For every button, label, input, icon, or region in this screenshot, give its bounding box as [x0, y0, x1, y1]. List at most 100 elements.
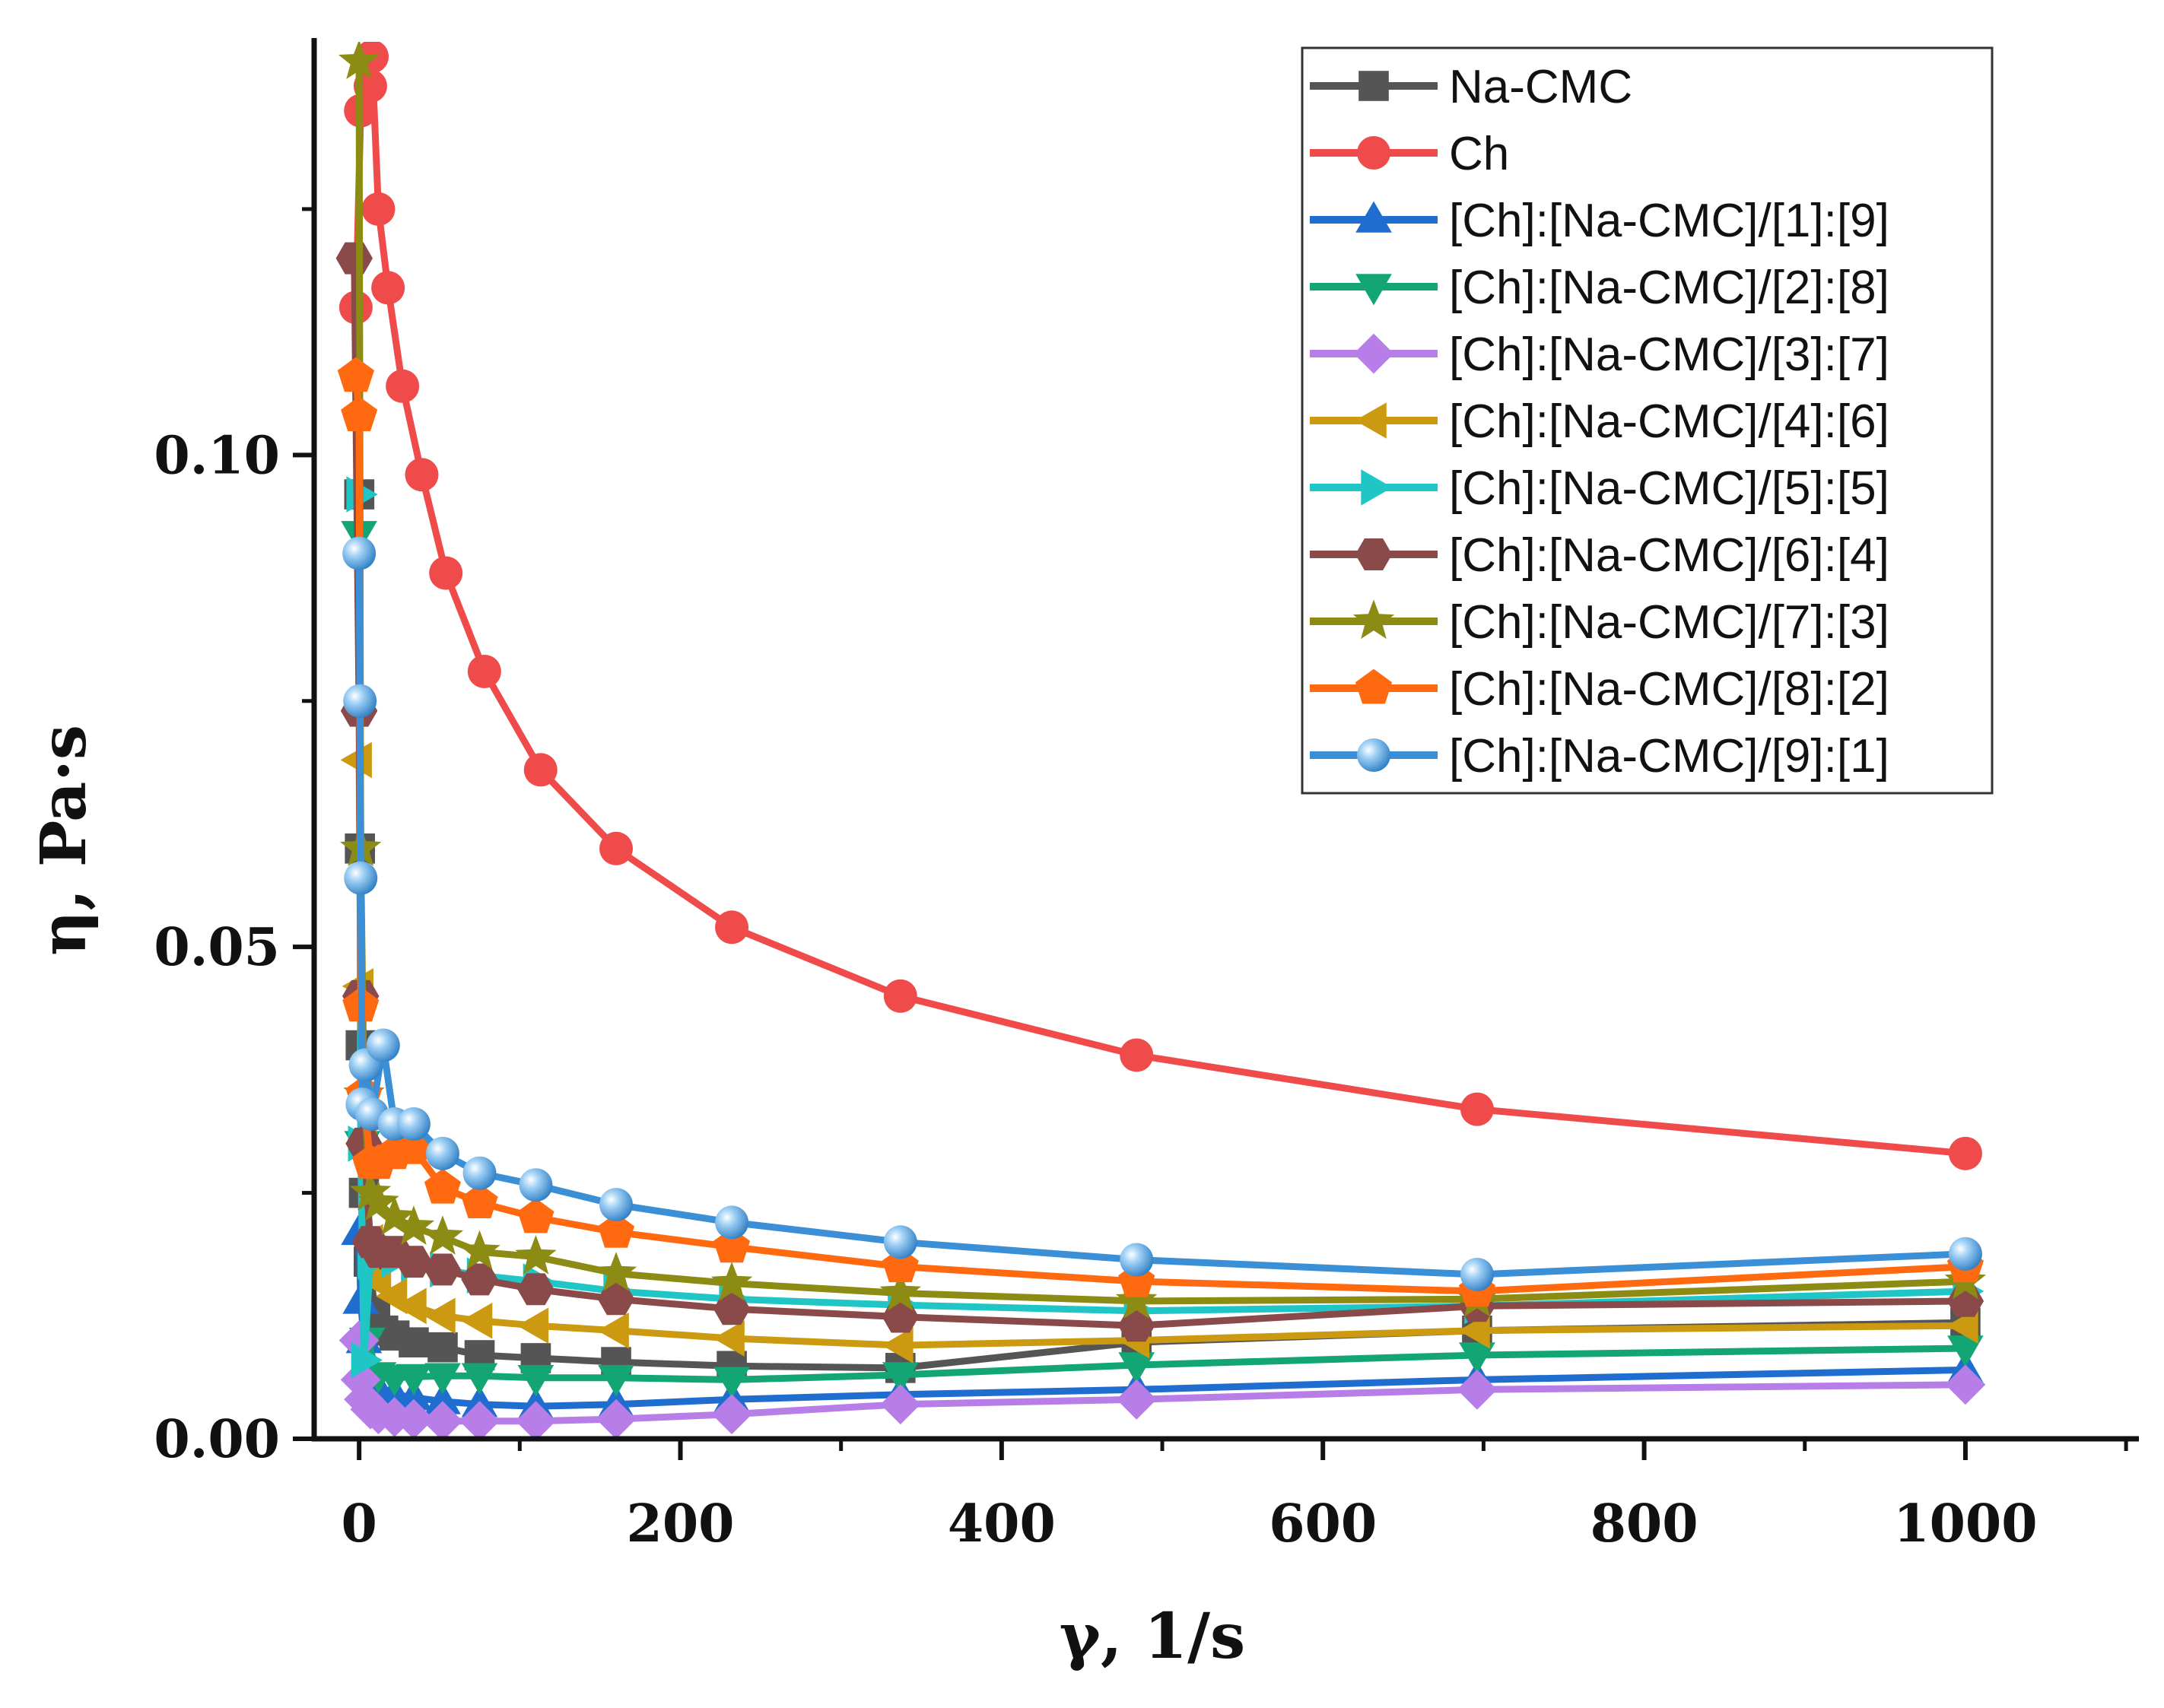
legend-label: [Ch]:[Na-CMC]/[3]:[7]: [1449, 329, 1889, 381]
data-point: [335, 242, 373, 275]
data-point: [405, 458, 439, 492]
data-point: [395, 1246, 433, 1278]
data-point: [715, 1205, 749, 1240]
y-tick-label: 0.10: [154, 425, 280, 486]
data-point: [597, 1312, 629, 1349]
legend-marker: [1355, 402, 1387, 439]
data-point: [711, 1394, 752, 1435]
data-point: [357, 1180, 399, 1221]
data-point: [1116, 1379, 1157, 1420]
series-ch: [338, 42, 1982, 1170]
data-point: [399, 1327, 429, 1358]
data-point: [595, 1252, 637, 1291]
legend-label: Ch: [1449, 128, 1509, 180]
data-point: [516, 1307, 549, 1344]
data-point: [424, 1168, 461, 1204]
data-point: [515, 1235, 557, 1275]
legend-label: [Ch]:[Na-CMC]/[6]:[4]: [1449, 529, 1889, 582]
legend-item: [Ch]:[Na-CMC]/[2]:[8]: [1310, 262, 1889, 314]
data-point: [713, 1320, 745, 1357]
legend-item: [Ch]:[Na-CMC]/[9]:[1]: [1310, 730, 1889, 783]
data-point: [882, 1300, 919, 1333]
data-point: [879, 1271, 921, 1311]
series-ch-na-cmc-3-7: [338, 1320, 1986, 1441]
legend-marker: [1357, 136, 1390, 170]
data-point: [467, 654, 501, 688]
data-point: [1457, 1369, 1498, 1410]
data-point: [1460, 1092, 1494, 1126]
x-axis-label: γ, 1/s: [1060, 1600, 1245, 1673]
axes: [311, 38, 2139, 1442]
data-point: [517, 1198, 555, 1233]
legend-marker: [1353, 333, 1394, 374]
data-point: [342, 536, 377, 570]
data-point: [396, 1364, 432, 1395]
data-point: [427, 1332, 458, 1363]
ticks: 0 200 400 600 800 1000 0.00 0.05 0.10: [154, 207, 2128, 1554]
data-point: [517, 1273, 555, 1306]
data-point: [883, 1225, 917, 1259]
data-point: [882, 1327, 914, 1364]
legend-marker: [1355, 668, 1393, 704]
legend-item: Ch: [1310, 128, 1509, 180]
data-point: [429, 556, 463, 590]
series-ch-na-cmc-9-1: [342, 536, 1982, 1291]
data-point: [459, 1401, 500, 1441]
data-point: [710, 1262, 753, 1301]
legend-label: [Ch]:[Na-CMC]/[9]:[1]: [1449, 730, 1889, 783]
data-point: [361, 192, 396, 226]
data-point: [598, 1213, 635, 1248]
data-point: [597, 1283, 635, 1316]
data-point: [338, 42, 380, 79]
data-point: [1947, 1335, 1984, 1367]
legend-item: [Ch]:[Na-CMC]/[8]:[2]: [1310, 663, 1889, 716]
legend: Na-CMC Ch [Ch]:[Na-CMC]/[1]:[9] [Ch]:[Na-CM…: [1301, 46, 1994, 795]
y-tick-label: 0.05: [154, 917, 280, 978]
data-point: [424, 1253, 462, 1286]
data-point: [422, 1401, 463, 1441]
data-point: [459, 1230, 500, 1270]
data-point: [341, 396, 378, 432]
data-point: [882, 1362, 919, 1394]
data-point: [366, 1028, 400, 1062]
data-point: [424, 1383, 461, 1414]
legend-item: [Ch]:[Na-CMC]/[5]:[5]: [1310, 462, 1889, 515]
data-point: [1460, 1257, 1494, 1291]
data-point: [880, 1384, 921, 1425]
data-point: [344, 861, 378, 895]
data-point: [461, 1263, 498, 1296]
data-point: [392, 1205, 435, 1245]
data-point: [715, 910, 749, 944]
data-point: [713, 1367, 750, 1398]
data-point: [516, 1401, 556, 1441]
data-point: [517, 1365, 555, 1397]
legend-item: [Ch]:[Na-CMC]/[7]:[3]: [1310, 596, 1889, 649]
data-point: [599, 1188, 634, 1222]
data-point: [461, 1183, 498, 1218]
data-point: [598, 1365, 634, 1397]
data-point: [395, 1287, 427, 1325]
data-point: [373, 1195, 415, 1236]
legend-label: [Ch]:[Na-CMC]/[1]:[9]: [1449, 195, 1889, 247]
series-layer: [335, 42, 1987, 1441]
data-point: [523, 753, 558, 787]
data-point: [424, 1297, 456, 1335]
legend-label: [Ch]:[Na-CMC]/[8]:[2]: [1449, 663, 1889, 716]
legend-label: [Ch]:[Na-CMC]/[2]:[8]: [1449, 262, 1889, 314]
legend-marker: [1352, 599, 1395, 640]
data-point: [1459, 1342, 1495, 1374]
data-point: [386, 369, 420, 403]
legend-marker: [1358, 71, 1389, 101]
data-point: [340, 1360, 381, 1400]
legend-marker: [1357, 738, 1390, 772]
y-axis-label: η, Pa·s: [27, 725, 100, 956]
x-tick-label: 800: [1590, 1494, 1698, 1554]
data-point: [461, 1363, 498, 1395]
legend-label: [Ch]:[Na-CMC]/[7]:[3]: [1449, 596, 1889, 649]
legend-marker: [1355, 274, 1392, 306]
data-point: [337, 357, 374, 392]
data-point: [882, 1247, 919, 1283]
data-point: [1118, 1310, 1155, 1342]
y-tick-label: 0.00: [154, 1409, 280, 1470]
